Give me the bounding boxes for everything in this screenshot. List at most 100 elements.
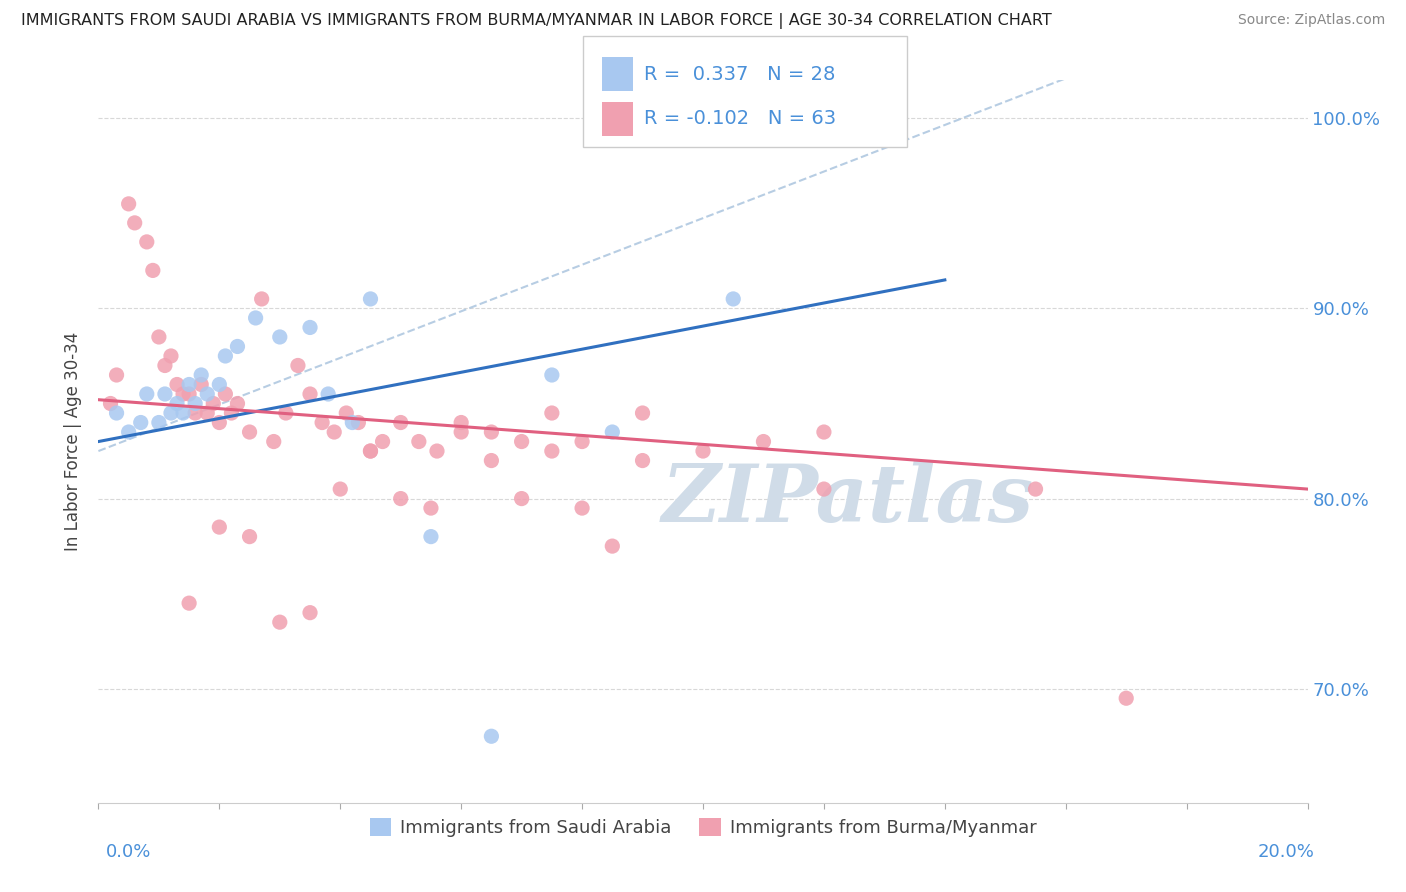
Point (342, 416, 364, 430)
Point (540, 368, 562, 382)
Point (450, 416, 472, 430)
Point (160, 406, 183, 420)
Point (148, 330, 170, 344)
Point (329, 482, 352, 496)
Point (316, 387, 339, 401)
Point (420, 530, 443, 544)
Point (179, 596, 201, 610)
Point (481, 425, 503, 439)
Point (360, 444, 382, 458)
Text: R =  0.337   N = 28: R = 0.337 N = 28 (644, 64, 835, 84)
Point (450, 425, 472, 439)
Point (153, 387, 176, 401)
Point (263, 434, 285, 449)
Point (360, 444, 382, 458)
Point (105, 368, 128, 382)
Point (299, 387, 322, 401)
Point (153, 359, 176, 373)
Point (1115, 691, 1137, 706)
Point (287, 359, 309, 373)
Point (844, 112, 866, 126)
Point (571, 434, 593, 449)
Point (347, 416, 370, 430)
Point (540, 406, 562, 420)
Text: ZIPatlas: ZIPatlas (662, 460, 1035, 538)
Point (510, 491, 533, 506)
Point (481, 453, 503, 467)
Point (631, 453, 654, 467)
Point (184, 396, 207, 410)
Point (208, 377, 231, 392)
Point (214, 387, 236, 401)
Point (166, 377, 188, 392)
Point (813, 482, 835, 496)
Point (335, 406, 357, 420)
Point (269, 330, 291, 344)
Text: R = -0.102   N = 63: R = -0.102 N = 63 (644, 109, 837, 128)
Point (631, 406, 654, 420)
Point (195, 387, 218, 401)
Point (1024, 482, 1046, 496)
Point (118, 425, 141, 439)
Point (179, 377, 201, 392)
Point (172, 406, 194, 420)
Point (184, 406, 207, 420)
Point (602, 425, 624, 439)
Point (602, 539, 624, 553)
Point (510, 434, 533, 449)
Text: 20.0%: 20.0% (1258, 843, 1315, 861)
Point (571, 501, 593, 516)
Point (221, 406, 243, 420)
Point (135, 235, 157, 249)
Point (723, 292, 745, 306)
Point (208, 416, 231, 430)
Point (481, 729, 503, 743)
Point (118, 197, 141, 211)
Point (239, 425, 262, 439)
Point (202, 396, 225, 410)
Point (408, 434, 430, 449)
Text: Source: ZipAtlas.com: Source: ZipAtlas.com (1237, 13, 1385, 28)
Point (323, 425, 346, 439)
Y-axis label: In Labor Force | Age 30-34: In Labor Force | Age 30-34 (65, 332, 83, 551)
Point (195, 406, 218, 420)
Point (371, 434, 394, 449)
Point (245, 310, 267, 325)
Point (311, 416, 333, 430)
Point (360, 292, 382, 306)
Point (540, 444, 562, 458)
Point (226, 339, 249, 353)
Point (813, 425, 835, 439)
Point (692, 444, 714, 458)
Point (166, 396, 188, 410)
Point (239, 530, 262, 544)
Text: 0.0%: 0.0% (105, 843, 150, 861)
Point (135, 387, 157, 401)
Point (420, 501, 443, 516)
Point (214, 349, 236, 363)
Point (124, 216, 146, 230)
Point (142, 263, 165, 277)
Point (389, 491, 412, 506)
Point (226, 396, 249, 410)
Point (208, 520, 231, 534)
Point (190, 377, 212, 392)
Point (148, 416, 170, 430)
Point (752, 434, 775, 449)
Point (299, 606, 322, 620)
Legend: Immigrants from Saudi Arabia, Immigrants from Burma/Myanmar: Immigrants from Saudi Arabia, Immigrants… (363, 811, 1043, 845)
Point (274, 406, 297, 420)
Point (269, 615, 291, 629)
Point (100, 396, 122, 410)
Point (105, 406, 128, 420)
Point (179, 387, 201, 401)
Point (426, 444, 449, 458)
Point (299, 320, 322, 334)
Text: IMMIGRANTS FROM SAUDI ARABIA VS IMMIGRANTS FROM BURMA/MYANMAR IN LABOR FORCE | A: IMMIGRANTS FROM SAUDI ARABIA VS IMMIGRAN… (21, 13, 1052, 29)
Point (190, 368, 212, 382)
Point (129, 416, 152, 430)
Point (389, 416, 412, 430)
Point (250, 292, 273, 306)
Point (172, 387, 194, 401)
Point (160, 349, 183, 363)
